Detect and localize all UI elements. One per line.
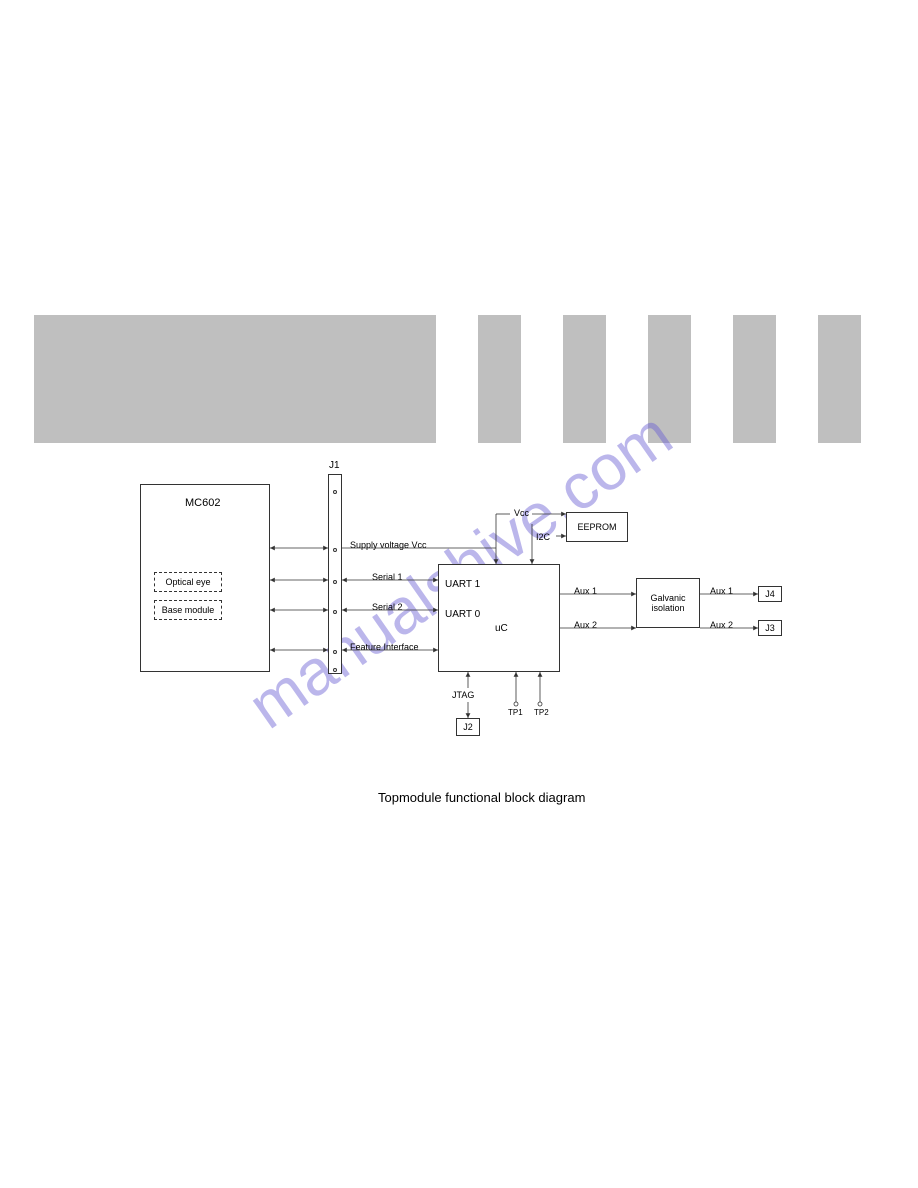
gray-bar — [733, 315, 776, 443]
gray-bar — [818, 315, 861, 443]
gray-bar — [34, 315, 436, 443]
diagram-lines — [140, 470, 800, 770]
gray-bar — [563, 315, 606, 443]
block-diagram: MC602 Optical eye Base module J1 uC UART… — [140, 470, 800, 770]
gray-bar — [648, 315, 691, 443]
diagram-caption: Topmodule functional block diagram — [378, 790, 585, 805]
gray-bar — [478, 315, 521, 443]
